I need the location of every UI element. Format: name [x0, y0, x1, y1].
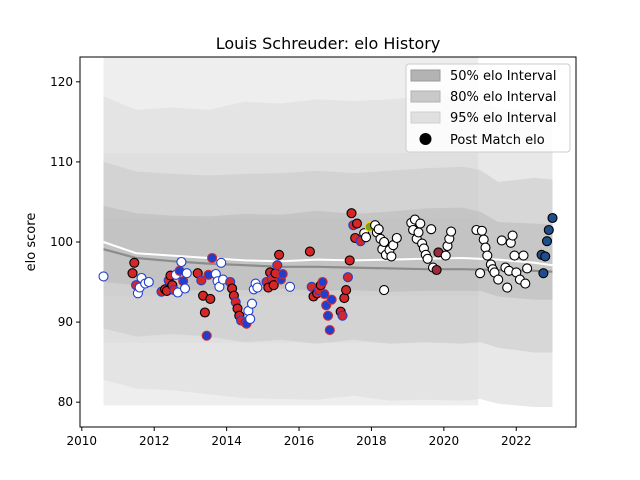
x-tick-label: 2022 [501, 434, 532, 448]
data-point [476, 225, 487, 236]
data-point [415, 218, 426, 229]
data-point [216, 257, 227, 268]
data-point [324, 325, 335, 336]
legend-marker-post-match [419, 133, 432, 145]
data-point [475, 268, 486, 279]
y-axis-label: elo score [24, 213, 39, 272]
median-line [103, 241, 553, 267]
data-point [346, 208, 357, 219]
data-point [509, 250, 520, 261]
data-point [507, 230, 518, 241]
x-tick-label: 2010 [67, 434, 98, 448]
data-point [482, 250, 493, 261]
data-point [277, 268, 288, 280]
data-point [547, 212, 558, 224]
data-point [179, 283, 191, 294]
legend-label-80: 80% elo Interval [450, 90, 557, 105]
legend: 50% elo Interval 80% elo Interval 95% el… [405, 63, 571, 153]
data-point [129, 257, 140, 268]
legend-label-95: 95% elo Interval [450, 111, 557, 126]
data-point [426, 224, 437, 235]
data-point [252, 282, 263, 293]
data-point [413, 227, 424, 238]
x-tick-label: 2012 [139, 434, 170, 448]
data-point [319, 289, 330, 300]
data-point [268, 280, 279, 291]
data-point [520, 278, 531, 289]
data-point [181, 268, 192, 279]
data-point [245, 313, 256, 324]
data-point [379, 236, 390, 248]
legend-swatch-50 [410, 69, 441, 82]
data-point [518, 250, 529, 261]
data-point [341, 285, 352, 296]
x-tick-label: 2014 [211, 434, 242, 448]
data-point [337, 310, 348, 321]
chart-title: Louis Schreuder: elo History [216, 34, 441, 53]
data-point [386, 251, 397, 262]
data-point [326, 294, 337, 305]
data-point [522, 263, 533, 274]
legend-swatch-80 [410, 90, 441, 103]
data-point [391, 232, 402, 244]
data-point [446, 226, 457, 237]
data-point [379, 285, 390, 296]
y-tick-label: 100 [50, 235, 73, 249]
data-point [207, 252, 218, 264]
data-point [360, 232, 372, 243]
y-tick-label: 90 [58, 315, 73, 329]
data-point [440, 250, 451, 261]
data-point [304, 246, 315, 257]
y-axis: 80 90 100 110 120 [50, 75, 80, 409]
data-point [272, 260, 283, 271]
data-point [541, 236, 553, 247]
data-point [496, 235, 507, 246]
data-point [322, 310, 334, 321]
legend-swatch-95 [410, 111, 441, 124]
x-axis: 2010 2012 2014 2016 2018 2020 2022 [67, 427, 532, 448]
data-point [127, 268, 138, 279]
data-point [422, 253, 433, 264]
data-point [98, 271, 109, 282]
y-tick-label: 110 [50, 155, 73, 169]
data-point [246, 298, 258, 309]
data-point [196, 275, 207, 286]
legend-label-50: 50% elo Interval [450, 69, 557, 84]
data-point [201, 330, 212, 341]
data-point [342, 272, 353, 283]
x-tick-label: 2016 [284, 434, 315, 448]
data-point [431, 264, 442, 276]
legend-frame [405, 63, 571, 153]
band-80-area [103, 161, 553, 353]
y-tick-label: 120 [50, 75, 73, 89]
data-point [538, 268, 549, 279]
data-point [344, 255, 355, 266]
data-point [317, 276, 328, 288]
x-tick-label: 2018 [356, 434, 387, 448]
data-point [199, 307, 210, 318]
data-point [143, 276, 154, 288]
data-point [502, 282, 513, 293]
data-point [205, 293, 216, 304]
post-match-points [98, 208, 558, 341]
data-point [543, 224, 554, 236]
data-point [540, 251, 551, 262]
data-point [176, 256, 187, 268]
legend-label-post-match: Post Match elo [450, 133, 545, 148]
data-point [351, 218, 363, 229]
data-point [493, 274, 504, 285]
y-tick-label: 80 [58, 395, 73, 409]
data-point [284, 281, 296, 292]
x-tick-label: 2020 [429, 434, 460, 448]
data-point [274, 249, 285, 260]
data-point [373, 224, 384, 235]
